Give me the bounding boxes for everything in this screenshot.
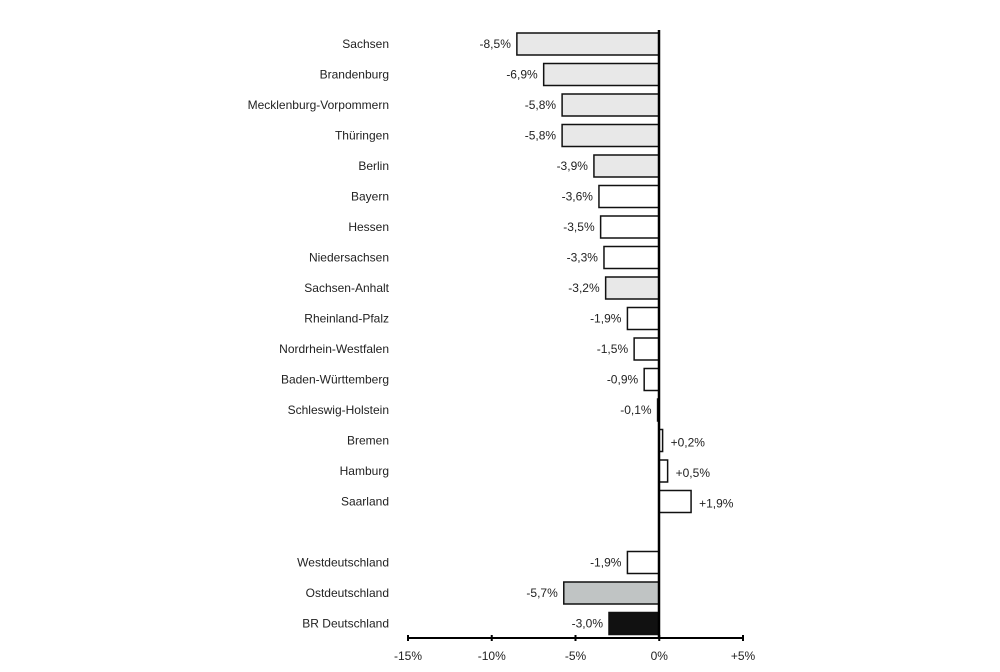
category-label: Hessen bbox=[348, 220, 389, 234]
x-tick-label: -5% bbox=[565, 649, 587, 663]
data-label: -3,0% bbox=[572, 617, 604, 631]
data-label: -1,9% bbox=[590, 556, 622, 570]
data-label: -1,9% bbox=[590, 312, 622, 326]
bar bbox=[633, 337, 660, 361]
bar bbox=[603, 245, 660, 270]
data-label: +1,9% bbox=[699, 497, 734, 511]
bar bbox=[626, 550, 660, 575]
x-tick-label: 0% bbox=[651, 649, 669, 663]
bar bbox=[599, 215, 660, 239]
data-label: -6,9% bbox=[506, 68, 538, 82]
category-label: Sachsen-Anhalt bbox=[304, 281, 389, 295]
data-label: -3,9% bbox=[557, 159, 589, 173]
category-label: Bayern bbox=[351, 190, 389, 204]
category-label: Nordrhein-Westfalen bbox=[279, 342, 389, 356]
bar bbox=[593, 154, 660, 178]
data-label: -8,5% bbox=[480, 37, 512, 51]
data-label: +0,5% bbox=[676, 466, 711, 480]
data-label: -3,2% bbox=[568, 281, 600, 295]
category-label: Bremen bbox=[347, 434, 389, 448]
category-label: Brandenburg bbox=[320, 68, 389, 82]
bar bbox=[658, 459, 669, 483]
data-label: -3,3% bbox=[567, 251, 599, 265]
bar bbox=[561, 123, 660, 148]
category-label: BR Deutschland bbox=[302, 617, 389, 631]
category-label: Westdeutschland bbox=[297, 556, 389, 570]
category-label: Niedersachsen bbox=[309, 251, 389, 265]
category-label: Hamburg bbox=[340, 464, 389, 478]
category-label: Saarland bbox=[341, 495, 389, 509]
data-label: +0,2% bbox=[671, 436, 706, 450]
category-label: Thüringen bbox=[335, 129, 389, 143]
category-label: Sachsen bbox=[342, 37, 389, 51]
bar bbox=[643, 367, 660, 392]
bar bbox=[604, 276, 661, 300]
data-label: -5,8% bbox=[525, 98, 557, 112]
category-label: Schleswig-Holstein bbox=[288, 403, 389, 417]
bar bbox=[598, 184, 661, 209]
x-tick-label: +5% bbox=[731, 649, 756, 663]
category-label: Ostdeutschland bbox=[306, 586, 389, 600]
data-label: -3,6% bbox=[562, 190, 594, 204]
bar bbox=[561, 93, 660, 117]
bar bbox=[542, 62, 660, 87]
bar bbox=[608, 611, 660, 636]
data-label: -3,5% bbox=[563, 220, 595, 234]
bar bbox=[516, 32, 660, 56]
bar bbox=[658, 489, 692, 514]
data-label: -5,8% bbox=[525, 129, 557, 143]
category-label: Mecklenburg-Vorpommern bbox=[248, 98, 389, 112]
category-label: Baden-Württemberg bbox=[281, 373, 389, 387]
category-label: Berlin bbox=[358, 159, 389, 173]
x-tick-label: -15% bbox=[394, 649, 422, 663]
data-label: -0,1% bbox=[620, 403, 652, 417]
x-tick-label: -10% bbox=[478, 649, 506, 663]
data-label: -5,7% bbox=[526, 586, 558, 600]
data-label: -1,5% bbox=[597, 342, 629, 356]
bar bbox=[563, 581, 661, 605]
data-label: -0,9% bbox=[607, 373, 639, 387]
bar bbox=[626, 306, 660, 331]
category-label: Rheinland-Pfalz bbox=[304, 312, 389, 326]
